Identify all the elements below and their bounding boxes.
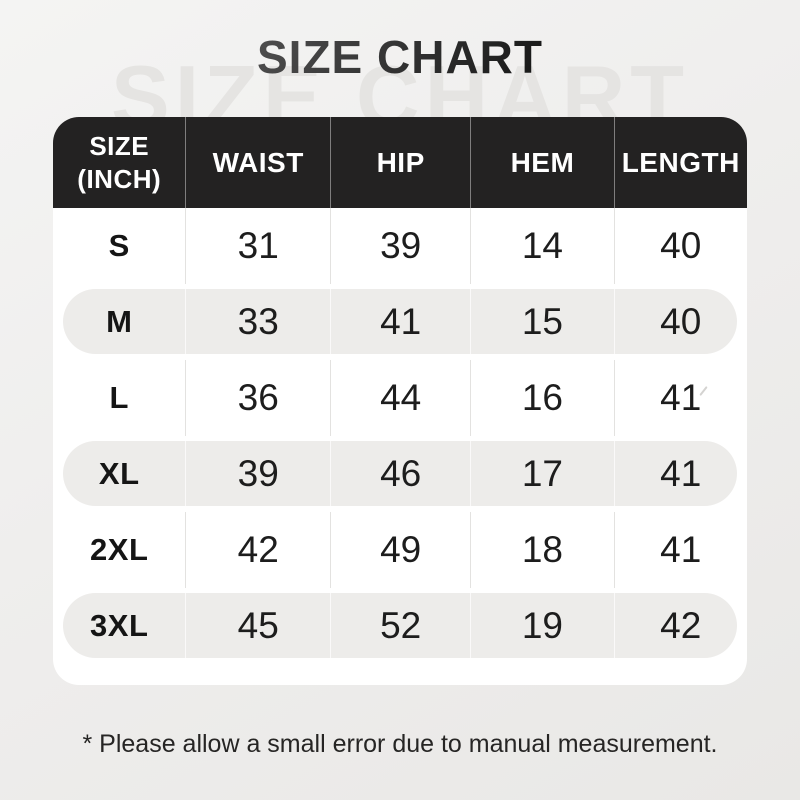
cell-size: 3XL [90, 608, 149, 643]
cell-waist: 33 [185, 284, 330, 360]
header-size-line1: SIZE [89, 131, 150, 161]
cell-hem: 18 [470, 512, 613, 588]
cell-hem: 17 [470, 436, 613, 512]
cell-length: 40 [613, 208, 747, 284]
measurement-note: * Please allow a small error due to manu… [82, 730, 718, 758]
cell-size: 2XL [90, 532, 149, 567]
cell-waist: 42 [185, 512, 330, 588]
cell-hip: 44 [329, 360, 470, 436]
cell-length: 41 [613, 512, 747, 588]
cell-hip: 52 [329, 588, 470, 664]
cell-hip: 41 [329, 284, 470, 360]
page-title: SIZE CHART [0, 30, 800, 84]
cell-waist: 31 [185, 208, 330, 284]
table-row: XL 39 46 17 41 [53, 436, 747, 512]
cell-size: L [109, 380, 129, 415]
cell-hip: 49 [329, 512, 470, 588]
cell-hip: 39 [329, 208, 470, 284]
table-row: M 33 41 15 40 [53, 284, 747, 360]
cell-waist: 39 [185, 436, 330, 512]
size-table: SIZE (INCH) WAIST HIP HEM LENGTH S 31 39… [53, 117, 747, 685]
cell-hem: 19 [470, 588, 613, 664]
cell-size: XL [98, 456, 140, 491]
size-table-header: SIZE (INCH) WAIST HIP HEM LENGTH [53, 117, 747, 208]
size-table-body: S 31 39 14 40 M 33 41 15 40 L 36 44 16 4… [53, 208, 747, 685]
cell-length: 42 [613, 588, 747, 664]
table-row: 3XL 45 52 19 42 [53, 588, 747, 664]
header-size-inch: SIZE (INCH) [53, 117, 185, 208]
header-hip: HIP [329, 117, 470, 208]
cell-hem: 14 [470, 208, 613, 284]
cell-waist: 45 [185, 588, 330, 664]
cell-size: S [108, 228, 130, 263]
cell-waist: 36 [185, 360, 330, 436]
cell-hem: 16 [470, 360, 613, 436]
cell-hem: 15 [470, 284, 613, 360]
header-length: LENGTH [613, 117, 747, 208]
header-waist: WAIST [185, 117, 330, 208]
cell-hip: 46 [329, 436, 470, 512]
table-row: L 36 44 16 41 [53, 360, 747, 436]
cell-length: 40 [613, 284, 747, 360]
table-row: 2XL 42 49 18 41 [53, 512, 747, 588]
cell-length: 41 [613, 436, 747, 512]
header-size-line2: (INCH) [77, 163, 162, 194]
cell-length: 41 [613, 360, 747, 436]
header-hem: HEM [470, 117, 613, 208]
cell-size: M [106, 304, 133, 339]
table-row: S 31 39 14 40 [53, 208, 747, 284]
